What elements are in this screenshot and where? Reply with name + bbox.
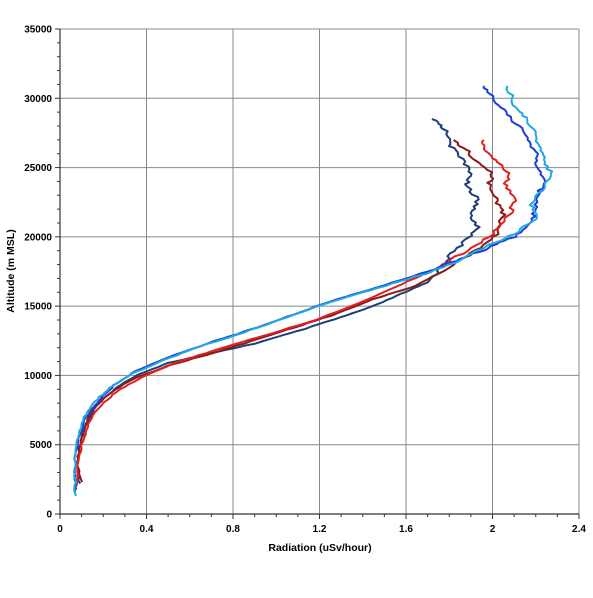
y-tick-label: 25000	[24, 163, 52, 174]
series-layer	[73, 85, 554, 497]
y-tick-label: 30000	[24, 94, 52, 105]
x-tick-label: 2	[490, 524, 496, 535]
x-axis-title: Radiation (uSv/hour)	[268, 542, 371, 554]
x-tick-label: 0.4	[140, 524, 154, 535]
x-tick-label: 0	[57, 524, 63, 535]
series-line-4	[73, 85, 547, 494]
y-tick-label: 0	[46, 510, 52, 521]
axis-layer	[55, 28, 580, 519]
y-axis-title: Altitude (m MSL)	[5, 229, 17, 312]
x-tick-label: 2.4	[572, 524, 586, 535]
series-line-1	[75, 118, 481, 485]
y-tick-label: 10000	[24, 371, 52, 382]
tick-label-layer: 0 0.4 0.8 1.2 1.6 2 2.4 0 5000 10000 15000 20000 250…	[24, 25, 586, 536]
y-tick-label: 15000	[24, 302, 52, 313]
series-line-2	[76, 139, 507, 483]
y-tick-label: 5000	[30, 440, 53, 451]
series-line-5	[73, 85, 554, 497]
x-tick-label: 1.2	[313, 524, 327, 535]
x-tick-label: 1.6	[399, 524, 413, 535]
y-tick-label: 20000	[24, 232, 52, 243]
series-line-3	[75, 139, 518, 487]
grid-layer	[60, 28, 580, 514]
y-tick-label: 35000	[24, 25, 52, 36]
x-tick-label: 0.8	[226, 524, 240, 535]
